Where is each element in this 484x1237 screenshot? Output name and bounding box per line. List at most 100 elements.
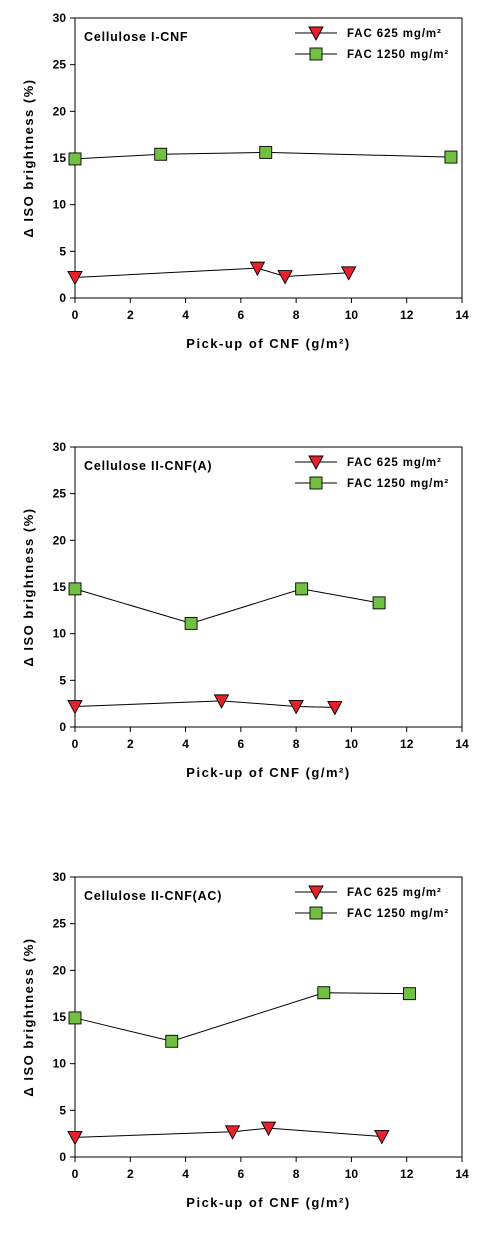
legend-marker	[308, 26, 324, 41]
y-tick-label: 30	[53, 11, 67, 25]
legend-marker	[309, 906, 323, 920]
x-tick-label: 14	[455, 1167, 469, 1181]
data-point	[277, 270, 293, 285]
y-tick-label: 5	[59, 673, 66, 687]
x-tick-label: 14	[455, 308, 469, 322]
legend-label: FAC 625 mg/m²	[347, 457, 442, 469]
data-point	[295, 582, 309, 596]
y-axis-label: Δ ISO brightness (%)	[21, 937, 36, 1096]
x-tick-label: 6	[238, 737, 245, 751]
x-tick-label: 0	[72, 737, 79, 751]
panel-label: Cellulose II-CNF(A)	[84, 459, 212, 473]
data-point	[340, 266, 357, 281]
data-point	[259, 145, 273, 159]
y-tick-label: 10	[53, 198, 67, 212]
data-point	[249, 261, 266, 277]
x-tick-label: 8	[293, 1167, 300, 1181]
chart-panel-2: 0 5 10 15 20 25 30 0 2 4 6 8 10 12 14 Pick-up of CNF (g…	[21, 440, 469, 780]
y-axis-label: Δ ISO brightness (%)	[21, 507, 36, 666]
x-tick-label: 14	[455, 737, 469, 751]
data-point	[288, 700, 304, 715]
y-tick-label: 0	[59, 291, 66, 305]
y-tick-label: 25	[53, 58, 67, 72]
x-tick-label: 8	[293, 737, 300, 751]
x-tick-label: 0	[72, 1167, 79, 1181]
data-point	[68, 1011, 82, 1025]
legend-marker	[309, 47, 323, 61]
x-tick-label: 4	[182, 737, 189, 751]
y-tick-label: 15	[53, 1010, 67, 1024]
data-point	[68, 582, 82, 596]
panel-label: Cellulose I-CNF	[84, 30, 188, 44]
x-axis-label: Pick-up of CNF (g/m²)	[186, 1195, 350, 1210]
data-point	[165, 1034, 179, 1048]
x-tick-label: 2	[127, 308, 134, 322]
chart-panel-1: 0 5 10 15 20 25 30 0 2 4 6 8 10 12 14 Pick-up of CNF (g…	[21, 11, 469, 351]
legend-marker	[308, 885, 324, 900]
x-axis-label: Pick-up of CNF (g/m²)	[186, 336, 350, 351]
series-line	[74, 700, 335, 708]
y-tick-label: 10	[53, 627, 67, 641]
x-tick-label: 6	[238, 1167, 245, 1181]
data-point	[327, 700, 343, 716]
x-tick-label: 6	[238, 308, 245, 322]
data-point	[213, 694, 230, 709]
chart-panel-3: 0 5 10 15 20 25 30 0 2 4 6 8 10 12 14 Pick-up of CNF (g…	[21, 870, 469, 1210]
y-tick-label: 0	[59, 1150, 66, 1164]
data-point	[403, 987, 416, 1001]
legend-label: FAC 625 mg/m²	[347, 28, 442, 40]
x-tick-label: 12	[400, 308, 414, 322]
legend-label: FAC 1250 mg/m²	[347, 478, 449, 490]
data-point	[372, 596, 386, 610]
y-tick-label: 30	[53, 440, 67, 454]
y-axis-label: Δ ISO brightness (%)	[21, 78, 36, 237]
series-line	[74, 151, 451, 160]
data-point	[260, 1121, 277, 1137]
x-tick-label: 2	[127, 1167, 134, 1181]
legend-label: FAC 625 mg/m²	[347, 887, 442, 899]
x-tick-label: 10	[345, 1167, 359, 1181]
y-tick-label: 25	[53, 487, 67, 501]
y-tick-label: 25	[53, 917, 67, 931]
x-axis-label: Pick-up of CNF (g/m²)	[186, 765, 350, 780]
data-point	[67, 1130, 83, 1146]
legend-marker	[308, 455, 324, 470]
y-tick-label: 15	[53, 151, 67, 165]
series-line	[74, 1127, 382, 1138]
x-tick-label: 12	[400, 1167, 414, 1181]
data-point	[444, 150, 458, 164]
x-tick-label: 2	[127, 737, 134, 751]
series-line	[74, 588, 380, 624]
series-line	[74, 992, 410, 1042]
panel-label: Cellulose II-CNF(AC)	[84, 889, 222, 903]
x-tick-label: 10	[345, 308, 359, 322]
data-point	[68, 152, 82, 166]
x-tick-label: 0	[72, 308, 79, 322]
data-point	[184, 616, 198, 630]
data-point	[317, 986, 331, 1000]
x-tick-label: 12	[400, 737, 414, 751]
data-point	[374, 1130, 390, 1145]
y-tick-label: 10	[53, 1057, 67, 1071]
series-line	[74, 267, 349, 278]
y-tick-label: 20	[53, 533, 67, 547]
legend-marker	[309, 476, 323, 490]
data-point	[154, 147, 168, 161]
y-tick-label: 20	[53, 963, 67, 977]
x-tick-label: 10	[345, 737, 359, 751]
x-tick-label: 8	[293, 308, 300, 322]
data-point	[67, 271, 83, 286]
x-tick-label: 4	[182, 308, 189, 322]
y-tick-label: 30	[53, 870, 67, 884]
y-tick-label: 5	[59, 1103, 66, 1117]
data-point	[224, 1125, 241, 1140]
y-tick-label: 5	[59, 244, 66, 258]
legend-label: FAC 1250 mg/m²	[347, 49, 449, 61]
y-tick-label: 20	[53, 104, 67, 118]
y-tick-label: 0	[59, 720, 66, 734]
x-tick-label: 4	[182, 1167, 189, 1181]
data-point	[67, 700, 83, 715]
y-tick-label: 15	[53, 580, 67, 594]
legend-label: FAC 1250 mg/m²	[347, 908, 449, 920]
